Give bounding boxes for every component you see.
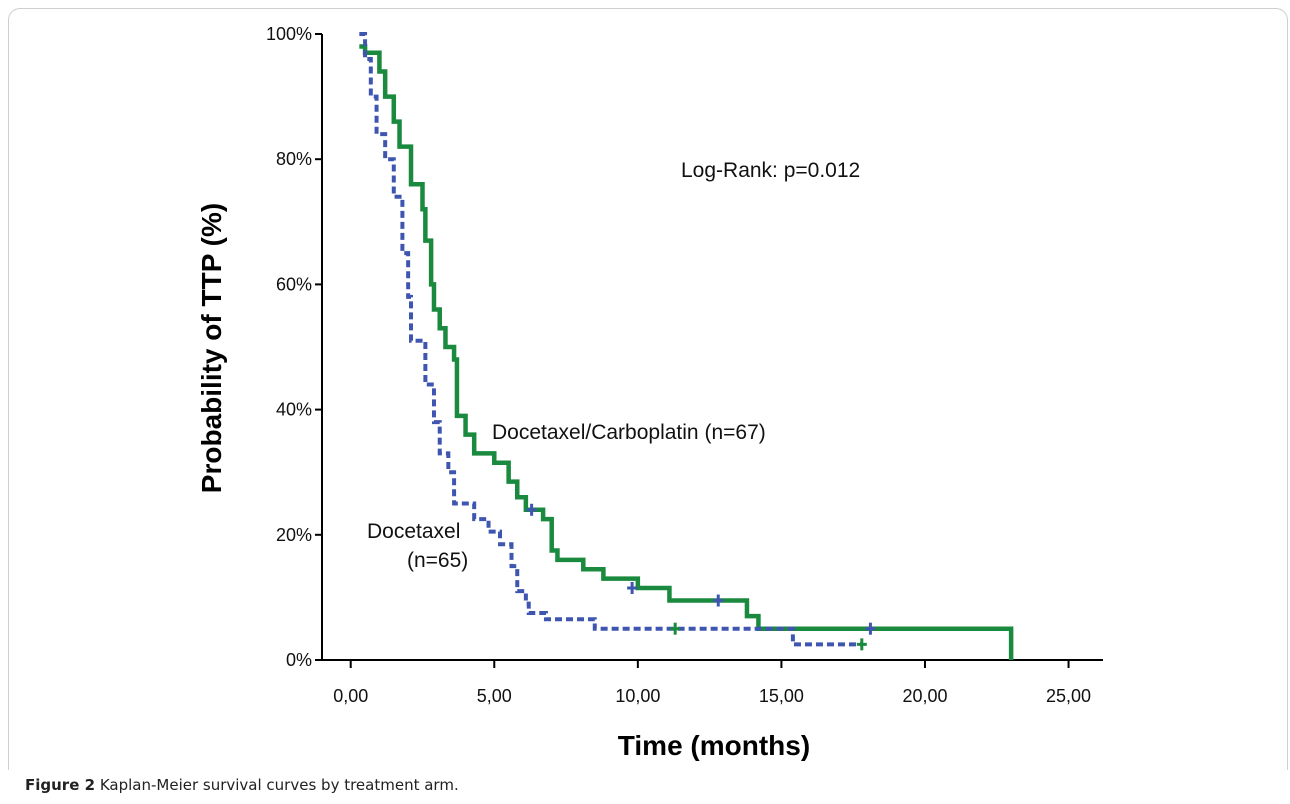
- x-tick-label: 25,00: [1046, 686, 1091, 706]
- figure-caption: Figure 2 Kaplan-Meier survival curves by…: [25, 776, 459, 794]
- log-rank-annotation: Log-Rank: p=0.012: [681, 159, 860, 182]
- y-axis-title: Probability of TTP (%): [196, 203, 227, 493]
- y-tick-label: 80%: [276, 149, 312, 169]
- caption-suffix: .: [453, 776, 459, 794]
- y-tick-label: 60%: [276, 274, 312, 294]
- mono-series-label-line2: (n=65): [407, 549, 468, 572]
- mono-series-label-line1: Docetaxel: [367, 520, 460, 543]
- x-tick-label: 0,00: [333, 686, 368, 706]
- series-line-docetaxel-carboplatin: [359, 44, 1014, 660]
- caption-text: Kaplan-Meier survival curves by treatmen…: [99, 776, 454, 794]
- y-tick-label: 20%: [276, 525, 312, 545]
- combo-series-label: Docetaxel/Carboplatin (n=67): [492, 421, 766, 444]
- series-layer: [359, 32, 1014, 660]
- caption-label: Figure 2: [25, 776, 96, 794]
- figure-frame: [8, 8, 1288, 770]
- y-tick-label: 100%: [266, 24, 312, 44]
- y-tick-label: 40%: [276, 400, 312, 420]
- series-line-docetaxel: [359, 32, 862, 647]
- x-axis-title: Time (months): [618, 730, 810, 761]
- x-tick-label: 10,00: [615, 686, 660, 706]
- axes: 0% 20% 40% 60% 80% 100% 0,00 5,00 10,00 15,00 20,0…: [266, 24, 1103, 706]
- x-tick-label: 5,00: [477, 686, 512, 706]
- x-tick-label: 15,00: [759, 686, 804, 706]
- y-tick-label: 0%: [286, 650, 312, 670]
- x-tick-label: 20,00: [902, 686, 947, 706]
- censor-layer: [526, 503, 876, 651]
